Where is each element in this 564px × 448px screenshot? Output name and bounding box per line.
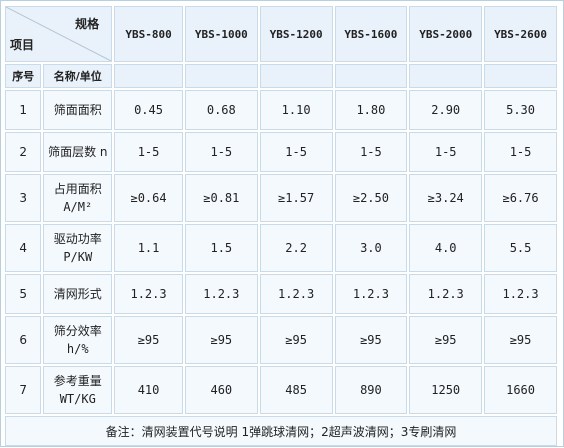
row-name-unit: 清网形式 <box>43 274 113 314</box>
row-index: 5 <box>5 274 42 314</box>
value-cell: 1.2.3 <box>334 274 408 314</box>
row-index: 7 <box>5 366 42 414</box>
column-header-row: 序号 名称/单位 <box>5 64 557 88</box>
value-cell: ≥0.81 <box>184 174 258 222</box>
value-cell: ≥1.57 <box>259 174 333 222</box>
value-cell: 1.80 <box>334 90 408 130</box>
value-cell: 485 <box>259 366 333 414</box>
value-cell: 1.2.3 <box>184 274 258 314</box>
model-header: YBS-800 <box>114 6 183 62</box>
model-header: YBS-1000 <box>184 6 258 62</box>
value-cell: ≥6.76 <box>484 174 557 222</box>
value-cell: 1-5 <box>484 132 557 172</box>
row-name: 筛面面积 <box>53 103 102 117</box>
corner-item-label: 项目 <box>10 38 35 52</box>
spec-table: 规格 项目 YBS-800 YBS-1000 YBS-1200 YBS-1600… <box>3 4 559 448</box>
value-cell: 1.10 <box>259 90 333 130</box>
value-cell: 1.2.3 <box>484 274 557 314</box>
table-row: 2 筛面层数 n 1-5 1-5 1-5 1-5 1-5 1-5 <box>5 132 557 172</box>
row-name: 参考重量 <box>53 374 102 388</box>
value-cell: 1-5 <box>114 132 183 172</box>
value-cell: 1.5 <box>184 224 258 272</box>
index-header: 序号 <box>5 64 42 88</box>
row-name: 占用面积 <box>53 182 102 196</box>
value-cell: 3.0 <box>334 224 408 272</box>
corner-spec-label: 规格 <box>75 17 100 31</box>
name-unit-header: 名称/单位 <box>43 64 113 88</box>
table-row: 5 清网形式 1.2.3 1.2.3 1.2.3 1.2.3 1.2.3 1.2.3 <box>5 274 557 314</box>
model-header-row: 规格 项目 YBS-800 YBS-1000 YBS-1200 YBS-1600… <box>5 6 557 62</box>
row-unit: P/KW <box>63 250 93 264</box>
value-cell: ≥95 <box>114 316 183 364</box>
value-cell: 2.90 <box>409 90 483 130</box>
value-cell: ≥95 <box>334 316 408 364</box>
row-name-unit: 筛分效率 h/% <box>43 316 113 364</box>
value-cell: 4.0 <box>409 224 483 272</box>
table-row: 3 占用面积 A/M² ≥0.64 ≥0.81 ≥1.57 ≥2.50 ≥3.24 ≥6.76 <box>5 174 557 222</box>
model-header: YBS-2000 <box>409 6 483 62</box>
row-index: 2 <box>5 132 42 172</box>
value-cell: ≥3.24 <box>409 174 483 222</box>
value-cell: ≥95 <box>259 316 333 364</box>
row-index: 3 <box>5 174 42 222</box>
value-cell: 1-5 <box>259 132 333 172</box>
model-header: YBS-1200 <box>259 6 333 62</box>
value-cell: 5.30 <box>484 90 557 130</box>
row-index: 4 <box>5 224 42 272</box>
note-text: 备注：清网装置代号说明 1弹跳球清网；2超声波清网；3专刷清网 <box>5 416 557 446</box>
row-unit: A/M² <box>63 200 93 214</box>
value-cell: 1-5 <box>184 132 258 172</box>
value-cell: ≥95 <box>484 316 557 364</box>
row-index: 6 <box>5 316 42 364</box>
value-cell: 1660 <box>484 366 557 414</box>
row-name-unit: 占用面积 A/M² <box>43 174 113 222</box>
diagonal-divider <box>6 7 111 61</box>
value-cell: 1-5 <box>409 132 483 172</box>
row-name: 清网形式 <box>53 287 102 301</box>
row-index: 1 <box>5 90 42 130</box>
row-name-unit: 驱动功率 P/KW <box>43 224 113 272</box>
value-cell: 1.2.3 <box>409 274 483 314</box>
value-cell: ≥2.50 <box>334 174 408 222</box>
value-cell: ≥95 <box>184 316 258 364</box>
row-unit: WT/KG <box>59 392 96 406</box>
row-name: 筛面层数 n <box>48 145 108 159</box>
row-name: 驱动功率 <box>53 232 102 246</box>
value-cell: 410 <box>114 366 183 414</box>
row-name-unit: 筛面面积 <box>43 90 113 130</box>
table-row: 7 参考重量 WT/KG 410 460 485 890 1250 1660 <box>5 366 557 414</box>
table-row: 4 驱动功率 P/KW 1.1 1.5 2.2 3.0 4.0 5.5 <box>5 224 557 272</box>
row-name-unit: 筛面层数 n <box>43 132 113 172</box>
value-cell: 0.68 <box>184 90 258 130</box>
value-cell: ≥0.64 <box>114 174 183 222</box>
value-cell: 2.2 <box>259 224 333 272</box>
value-cell: 460 <box>184 366 258 414</box>
row-name-unit: 参考重量 WT/KG <box>43 366 113 414</box>
model-header: YBS-2600 <box>484 6 557 62</box>
value-cell: 890 <box>334 366 408 414</box>
row-unit: h/% <box>66 342 89 356</box>
value-cell: ≥95 <box>409 316 483 364</box>
value-cell: 1.2.3 <box>259 274 333 314</box>
model-header: YBS-1600 <box>334 6 408 62</box>
corner-cell: 规格 项目 <box>5 6 113 62</box>
note-row: 备注：清网装置代号说明 1弹跳球清网；2超声波清网；3专刷清网 <box>5 416 557 446</box>
value-cell: 1.2.3 <box>114 274 183 314</box>
table-row: 6 筛分效率 h/% ≥95 ≥95 ≥95 ≥95 ≥95 ≥95 <box>5 316 557 364</box>
row-name: 筛分效率 <box>53 324 102 338</box>
value-cell: 5.5 <box>484 224 557 272</box>
value-cell: 0.45 <box>114 90 183 130</box>
table-row: 1 筛面面积 0.45 0.68 1.10 1.80 2.90 5.30 <box>5 90 557 130</box>
value-cell: 1250 <box>409 366 483 414</box>
value-cell: 1.1 <box>114 224 183 272</box>
value-cell: 1-5 <box>334 132 408 172</box>
